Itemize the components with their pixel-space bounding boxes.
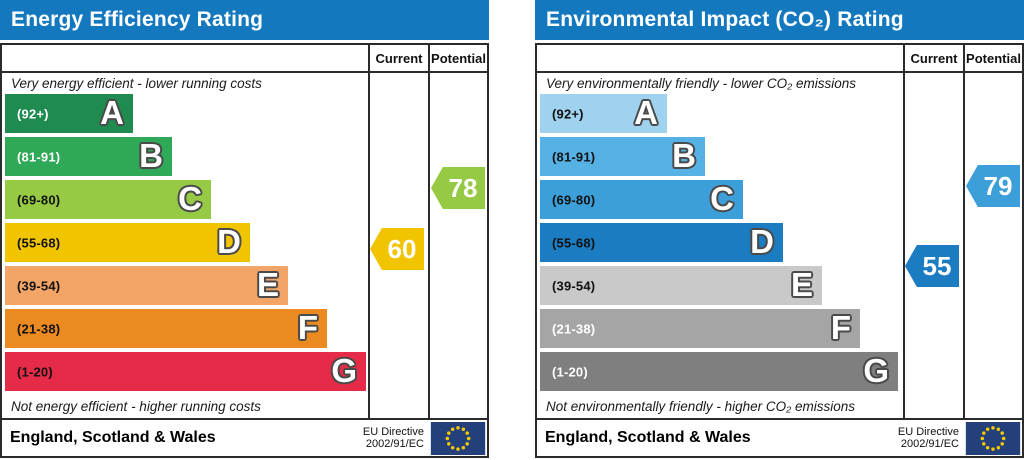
- rating-bands: (92+) A (81-91) B (69-80) C (55-68) D (39-54) E (2…: [5, 94, 366, 395]
- band-row-c: (69-80) C: [540, 180, 898, 223]
- band-range-label: (55-68): [17, 235, 61, 250]
- band-bar-b: (81-91) B: [5, 137, 172, 176]
- band-range-label: (69-80): [17, 192, 61, 207]
- band-letter: B: [672, 136, 696, 174]
- eu-directive-line2: 2002/91/EC: [365, 438, 424, 450]
- table-footer: England, Scotland & Wales EU Directive 2…: [537, 418, 1022, 456]
- potential-rating-value: 79: [983, 170, 1013, 201]
- potential-column-divider: [963, 45, 965, 418]
- band-letter: C: [710, 179, 734, 217]
- eu-directive-line1: EU Directive: [897, 425, 959, 438]
- potential-column-header: Potential: [966, 51, 1021, 66]
- band-row-b: (81-91) B: [540, 137, 898, 180]
- current-rating-value: 60: [387, 233, 417, 264]
- eu-flag-icon: [430, 421, 486, 455]
- band-bar-f: (21-38) F: [5, 309, 327, 348]
- region-label: England, Scotland & Wales: [10, 429, 216, 446]
- region-label: England, Scotland & Wales: [545, 429, 751, 446]
- band-range-label: (21-38): [552, 321, 596, 336]
- band-row-d: (55-68) D: [540, 223, 898, 266]
- table-header-row: Current Potential: [537, 45, 1022, 73]
- potential-rating-arrow: 79: [966, 165, 1020, 207]
- band-letter: B: [139, 136, 163, 174]
- band-range-label: (81-91): [17, 149, 61, 164]
- band-row-d: (55-68) D: [5, 223, 366, 266]
- band-letter: D: [217, 222, 241, 260]
- band-bar-a: (92+) A: [5, 94, 133, 133]
- potential-column-header: Potential: [431, 51, 486, 66]
- band-letter: F: [297, 308, 318, 346]
- band-row-e: (39-54) E: [5, 266, 366, 309]
- panel-title-energy: Energy Efficiency Rating: [0, 0, 489, 40]
- current-rating-arrow: 55: [905, 245, 959, 287]
- band-range-label: (81-91): [552, 149, 596, 164]
- band-range-label: (39-54): [17, 278, 61, 293]
- top-caption: Very environmentally friendly - lower CO…: [546, 76, 856, 91]
- band-row-a: (92+) A: [540, 94, 898, 137]
- band-range-label: (1-20): [552, 364, 588, 379]
- band-letter: D: [750, 222, 774, 260]
- eu-directive-label: EU Directive 2002/91/EC: [363, 426, 424, 451]
- bottom-caption: Not environmentally friendly - higher CO…: [546, 399, 856, 414]
- current-rating-arrow: 60: [370, 228, 424, 270]
- top-caption: Very energy efficient - lower running co…: [11, 76, 262, 91]
- current-column-header: Current: [910, 51, 958, 66]
- environmental-impact-panel: Environmental Impact (CO₂) Rating Curren…: [535, 0, 1024, 459]
- potential-rating-arrow: 78: [431, 167, 485, 209]
- table-header-row: Current Potential: [2, 45, 487, 73]
- band-bar-g: (1-20) G: [540, 352, 898, 391]
- band-row-f: (21-38) F: [540, 309, 898, 352]
- band-bar-d: (55-68) D: [5, 223, 250, 262]
- band-row-g: (1-20) G: [540, 352, 898, 395]
- band-bar-b: (81-91) B: [540, 137, 705, 176]
- energy-efficiency-panel: Energy Efficiency Rating Current Potenti…: [0, 0, 489, 459]
- band-bar-f: (21-38) F: [540, 309, 860, 348]
- band-bar-c: (69-80) C: [5, 180, 211, 219]
- band-bar-d: (55-68) D: [540, 223, 783, 262]
- band-range-label: (1-20): [17, 364, 53, 379]
- band-letter: F: [830, 308, 851, 346]
- eu-directive-line2: 2002/91/EC: [900, 438, 959, 450]
- band-range-label: (55-68): [552, 235, 596, 250]
- band-row-g: (1-20) G: [5, 352, 366, 395]
- bottom-caption: Not energy efficient - higher running co…: [11, 399, 261, 414]
- band-row-c: (69-80) C: [5, 180, 366, 223]
- eu-directive-line1: EU Directive: [362, 425, 424, 438]
- panel-title-co2: Environmental Impact (CO₂) Rating: [535, 0, 1024, 40]
- band-range-label: (39-54): [552, 278, 596, 293]
- band-row-e: (39-54) E: [540, 266, 898, 309]
- band-letter: E: [256, 265, 279, 303]
- band-range-label: (21-38): [17, 321, 61, 336]
- band-letter: A: [100, 93, 124, 131]
- potential-rating-value: 78: [448, 172, 478, 203]
- band-row-b: (81-91) B: [5, 137, 366, 180]
- rating-bands: (92+) A (81-91) B (69-80) C (55-68) D (39-54) E (2…: [540, 94, 898, 395]
- band-bar-e: (39-54) E: [540, 266, 822, 305]
- band-letter: G: [863, 351, 889, 389]
- band-bar-c: (69-80) C: [540, 180, 743, 219]
- current-column-divider: [368, 45, 370, 418]
- current-column-header: Current: [375, 51, 423, 66]
- potential-column-divider: [428, 45, 430, 418]
- band-range-label: (69-80): [552, 192, 596, 207]
- band-letter: G: [331, 351, 357, 389]
- current-rating-value: 55: [922, 250, 952, 281]
- band-letter: E: [790, 265, 813, 303]
- band-letter: A: [634, 93, 658, 131]
- band-bar-a: (92+) A: [540, 94, 667, 133]
- band-bar-e: (39-54) E: [5, 266, 288, 305]
- band-range-label: (92+): [17, 106, 49, 121]
- band-bar-g: (1-20) G: [5, 352, 366, 391]
- eu-directive-label: EU Directive 2002/91/EC: [898, 426, 959, 451]
- band-row-a: (92+) A: [5, 94, 366, 137]
- band-range-label: (92+): [552, 106, 584, 121]
- co2-rating-table: Current Potential Very environmentally f…: [535, 43, 1024, 458]
- band-row-f: (21-38) F: [5, 309, 366, 352]
- energy-rating-table: Current Potential Very energy efficient …: [0, 43, 489, 458]
- current-column-divider: [903, 45, 905, 418]
- band-letter: C: [178, 179, 202, 217]
- table-footer: England, Scotland & Wales EU Directive 2…: [2, 418, 487, 456]
- eu-flag-icon: [965, 421, 1021, 455]
